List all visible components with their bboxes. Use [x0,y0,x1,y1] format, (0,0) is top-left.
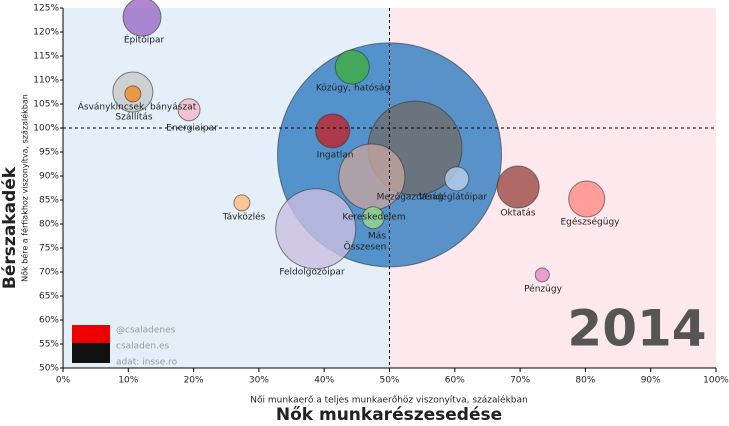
logo [72,325,110,343]
bubble [568,180,606,218]
y-tick-label: 110% [33,76,59,86]
y-tick-label: 50% [39,364,59,374]
y-tick-label: 125% [33,4,59,14]
bubble-label: Feldolgozóipar [279,267,345,278]
bubble [361,206,385,230]
bubble-label: Építőipar [124,34,165,46]
y-axis-title: Bérszakadék [0,166,20,289]
x-tick-label: 20% [184,376,204,386]
x-tick-label: 40% [314,376,334,386]
x-tick-label: 100% [703,376,729,386]
x-axis-title: Nők munkarészesedése [276,405,502,425]
bubble-label: Vendéglátóipar [419,192,487,203]
bubble-label: Ásványkincsek, bányászat [78,101,197,113]
bubble [496,165,540,209]
bubble [444,166,470,192]
credit: @csaladenes [116,326,176,336]
bubble [315,113,351,149]
bubble [177,98,201,122]
x-tick-label: 0% [56,376,71,386]
x-tick-label: 80% [575,376,595,386]
y-tick-label: 55% [39,340,59,350]
bubble-label: Pénzügy [524,284,562,295]
bubble-label: Más [368,232,386,242]
bubble-label: Távközlés [222,212,266,223]
x-tick-label: 50% [379,376,399,386]
logo [72,343,110,363]
y-tick-label: 115% [33,52,59,62]
chart-title: 2014 [567,300,706,358]
x-tick-label: 90% [641,376,661,386]
x-tick-label: 30% [249,376,269,386]
y-tick-label: 90% [39,172,59,182]
bubble-label: Energiaipar [166,124,218,134]
bubble-label: Mezőgazdaság [377,193,444,203]
y-tick-label: 60% [39,316,59,326]
x-tick-label: 60% [445,376,465,386]
bubble-label: Ingatlan [317,151,354,161]
y-tick-label: 105% [33,100,59,110]
bubble [275,188,357,270]
x-tick-label: 70% [510,376,530,386]
bubble-label: Szállítás [115,113,152,123]
bubble-label: Közügy, hatóság [316,83,390,94]
bubble [122,0,162,37]
credit: adat: insse.ro [116,358,178,368]
bubble [233,194,251,212]
y-tick-label: 85% [39,196,59,206]
y-tick-label: 120% [33,28,59,38]
bubble-label: Egészségügy [560,217,620,228]
y-tick-label: 100% [33,124,59,134]
y-axis-subtitle: Nők bére a férfiakhoz viszonyítva, száza… [20,94,30,282]
bubble-label: Kereskedelem [342,213,405,223]
credit: csaladen.es [116,342,170,352]
y-tick-label: 70% [39,268,59,278]
y-tick-label: 75% [39,244,59,254]
bubble [124,85,142,103]
y-tick-label: 65% [39,292,59,302]
bubble-label: Összesen [344,242,387,253]
y-tick-label: 95% [39,148,59,158]
bubble-label: Oktatás [500,209,535,219]
bubble [534,267,550,283]
x-tick-label: 10% [118,376,138,386]
x-axis-subtitle: Női munkaerő a teljes munkaerőhöz viszon… [250,395,527,406]
bubble [334,49,370,85]
y-tick-label: 80% [39,220,59,230]
